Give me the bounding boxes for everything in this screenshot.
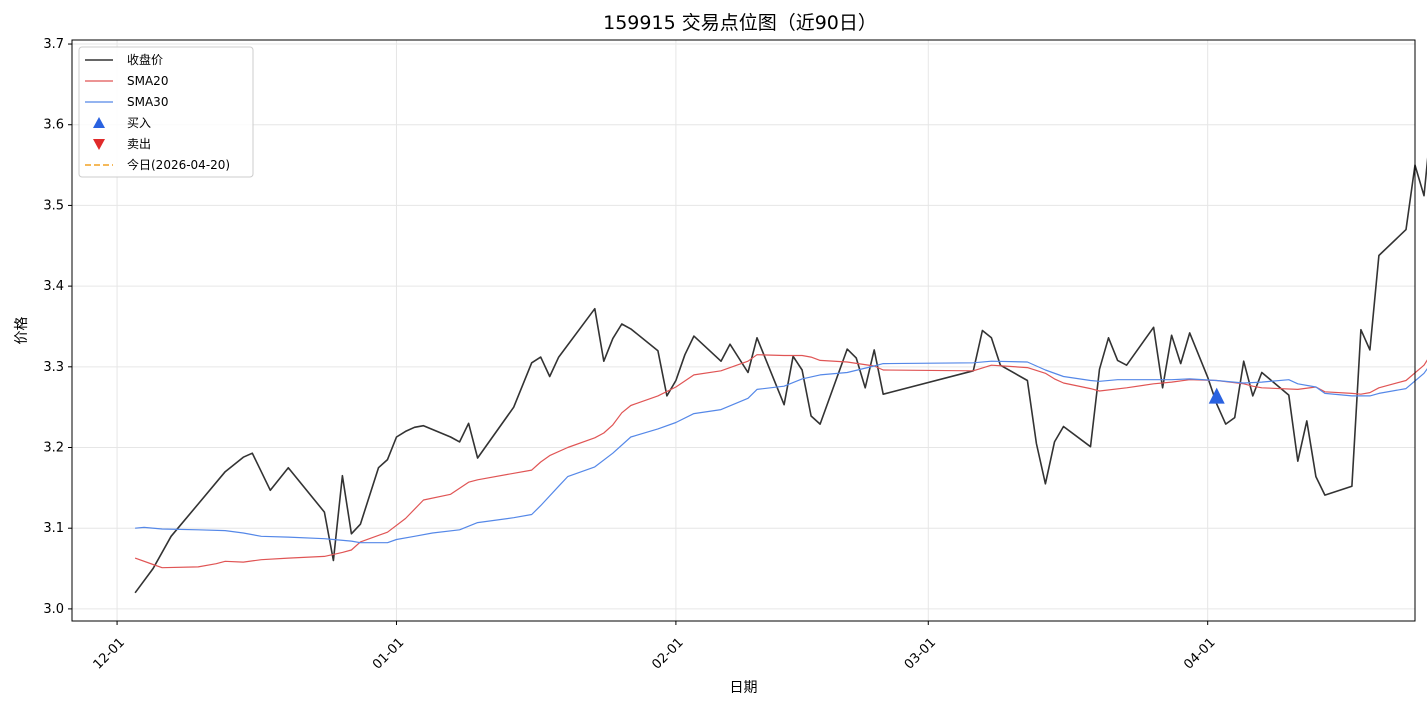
legend-swatch: [93, 139, 105, 150]
legend-label: 收盘价: [127, 52, 163, 67]
plot-area: [71, 39, 1416, 622]
legend-label: SMA20: [127, 74, 168, 88]
y-tick-label: 3.3: [43, 360, 64, 375]
buy-marker: [1208, 387, 1225, 404]
x-tick-label: 01-01: [370, 635, 407, 672]
legend-label: 买入: [127, 116, 151, 130]
x-tick-label: 04-01: [1181, 635, 1218, 672]
legend-box: [78, 46, 254, 178]
y-tick-label: 3.7: [43, 37, 64, 52]
y-tick-label: 3.6: [43, 118, 64, 133]
x-axis: 12-01 01-01 02-01 03-01 04-01: [91, 621, 1219, 673]
x-axis-label: 日期: [730, 680, 758, 696]
y-tick-label: 3.5: [43, 198, 64, 213]
x-tick-label: 12-01: [91, 635, 128, 672]
y-tick-label: 3.0: [43, 602, 64, 617]
legend-label: 今日(2026-04-20): [127, 157, 230, 172]
y-tick-label: 3.2: [43, 441, 64, 456]
y-axis-label: 价格: [14, 317, 30, 345]
x-tick-label: 03-01: [902, 635, 939, 672]
series-line-sma30: [135, 360, 1427, 544]
y-tick-label: 3.4: [43, 279, 64, 294]
legend-swatch: [93, 117, 105, 128]
legend-label: SMA30: [127, 95, 168, 109]
y-tick-label: 3.1: [43, 521, 64, 536]
series-layer: [134, 157, 1427, 594]
grid: [72, 40, 1415, 621]
series-line-sma20: [134, 354, 1427, 569]
x-tick-label: 02-01: [649, 635, 686, 672]
marker-layer: [1208, 387, 1225, 404]
y-axis: 3.0 3.1 3.2 3.3 3.4 3.5 3.6 3.7: [43, 37, 72, 617]
legend-label: 卖出: [127, 137, 151, 151]
series-line-close: [134, 157, 1427, 594]
chart-title: 159915 交易点位图（近90日）: [603, 12, 877, 34]
